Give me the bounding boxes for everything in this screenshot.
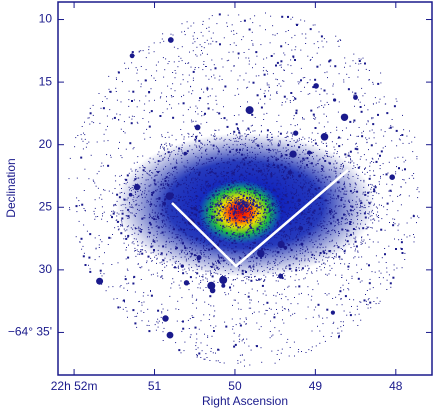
plot-frame xyxy=(57,1,433,376)
x-axis-title: Right Ascension xyxy=(202,394,288,408)
x-tick-label: 51 xyxy=(148,379,162,393)
chip-gap xyxy=(171,169,349,268)
y-tick-label: −64° 35' xyxy=(8,325,52,339)
x-tick-label: 48 xyxy=(389,379,403,393)
x-tick-label: 22h 52m xyxy=(51,379,98,393)
y-tick-label: 15 xyxy=(39,74,53,88)
x-tick-label: 49 xyxy=(309,379,323,393)
y-tick-label: 10 xyxy=(39,12,53,26)
y-tick-label: 25 xyxy=(39,199,53,213)
y-tick-label: 20 xyxy=(39,137,53,151)
photon-dots xyxy=(68,12,420,367)
x-tick-label: 50 xyxy=(228,379,242,393)
y-tick-label: 30 xyxy=(39,262,53,276)
sky-image xyxy=(68,12,420,367)
y-axis-title: Declination xyxy=(4,158,18,217)
